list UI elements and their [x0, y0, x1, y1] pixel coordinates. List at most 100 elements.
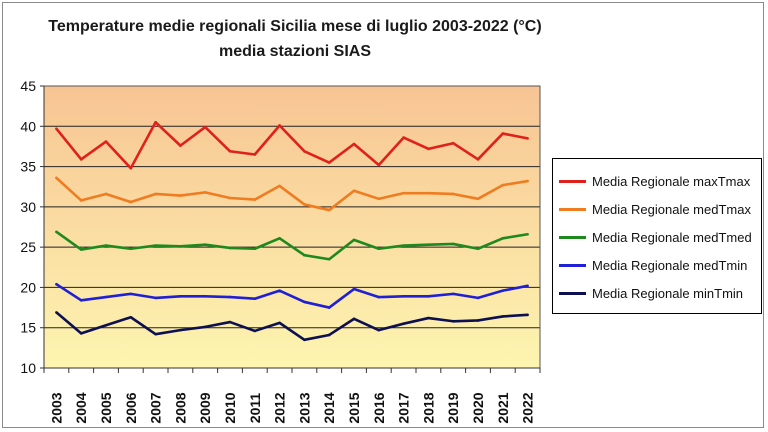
series-2	[55, 176, 529, 212]
data-point	[228, 149, 232, 153]
data-point	[129, 166, 133, 170]
data-point	[402, 191, 405, 195]
data-point	[526, 313, 529, 317]
legend-item: Media Regionale minTmin	[553, 284, 743, 302]
data-point	[427, 147, 430, 151]
series-line	[55, 283, 528, 309]
data-point	[501, 289, 505, 292]
data-point	[55, 311, 58, 314]
data-point	[278, 236, 281, 240]
series-line	[55, 120, 528, 170]
series-3	[55, 230, 529, 261]
data-point	[352, 238, 356, 242]
x-tick-label: 2008	[172, 392, 188, 423]
data-point	[203, 325, 207, 329]
data-point	[278, 124, 281, 127]
data-point	[501, 183, 505, 187]
x-tick-label: 2005	[98, 392, 114, 423]
data-point	[501, 315, 505, 318]
x-tick-label: 2007	[148, 392, 164, 423]
data-point	[476, 296, 480, 300]
data-point	[228, 320, 232, 324]
data-point	[154, 192, 157, 196]
legend-item: Media Regionale medTmax	[553, 200, 751, 218]
data-point	[526, 284, 529, 288]
data-point	[377, 163, 381, 167]
data-point	[228, 246, 232, 250]
data-point	[179, 245, 182, 248]
y-tick-label: 45	[20, 78, 36, 94]
data-point	[104, 295, 108, 299]
x-tick-label: 2017	[396, 392, 412, 423]
x-tick-label: 2021	[495, 392, 511, 423]
data-point	[55, 230, 58, 234]
legend-label: Media Regionale medTmed	[592, 229, 752, 245]
x-tick-label: 2014	[321, 392, 337, 423]
data-point	[203, 125, 207, 129]
data-point	[79, 199, 83, 202]
data-point	[303, 253, 306, 257]
data-point	[154, 244, 157, 247]
data-point	[402, 322, 405, 325]
x-tick-label: 2020	[470, 392, 486, 423]
data-point	[327, 333, 331, 337]
series-line	[55, 230, 528, 261]
data-point	[179, 144, 182, 147]
data-point	[352, 317, 356, 321]
data-point	[526, 179, 529, 183]
data-point	[154, 296, 157, 300]
data-point	[327, 257, 331, 261]
data-point	[129, 292, 133, 296]
data-point	[451, 292, 455, 296]
x-tick-label: 2003	[48, 392, 64, 423]
data-point	[377, 247, 381, 251]
y-tick-label: 40	[20, 118, 36, 134]
data-point	[476, 319, 480, 322]
legend: Media Regionale maxTmax Media Regionale m…	[552, 158, 762, 314]
data-point	[327, 161, 331, 164]
data-point	[451, 242, 455, 246]
series-line	[55, 311, 528, 342]
x-tick-label: 2004	[73, 392, 89, 423]
legend-item: Media Regionale maxTmax	[553, 172, 750, 190]
series-line	[55, 176, 528, 212]
series-4	[55, 282, 529, 309]
data-point	[427, 191, 430, 195]
data-point	[526, 137, 529, 140]
data-point	[79, 158, 83, 161]
x-tick-label: 2011	[247, 393, 263, 424]
data-point	[303, 338, 306, 342]
x-tick-label: 2016	[371, 392, 387, 423]
data-point	[55, 176, 58, 180]
data-point	[253, 153, 257, 156]
data-point	[129, 315, 133, 319]
x-tick-label: 2019	[445, 392, 461, 423]
data-point	[352, 287, 356, 291]
data-point	[402, 294, 405, 298]
legend-swatch	[559, 179, 586, 183]
data-point	[253, 329, 257, 333]
x-tick-label: 2012	[272, 392, 288, 423]
legend-label: Media Regionale medTmax	[592, 201, 751, 217]
data-point	[377, 197, 381, 201]
data-point	[179, 194, 182, 197]
data-point	[203, 191, 207, 194]
data-point	[303, 300, 306, 304]
data-point	[352, 189, 356, 193]
data-point	[526, 232, 529, 236]
legend-item: Media Regionale medTmed	[553, 228, 752, 246]
data-point	[451, 319, 455, 323]
data-point	[104, 140, 108, 143]
legend-label: Media Regionale minTmin	[592, 285, 744, 301]
data-point	[377, 328, 381, 332]
data-point	[179, 294, 182, 298]
legend-label: Media Regionale maxTmax	[592, 173, 751, 189]
data-point	[129, 247, 133, 251]
data-point	[154, 332, 157, 336]
chart-title: Temperature medie regionali Sicilia mese…	[0, 14, 590, 64]
x-tick-label: 2018	[420, 392, 436, 423]
x-tick-label: 2010	[222, 392, 238, 423]
legend-swatch	[559, 235, 586, 239]
data-point	[179, 328, 182, 332]
